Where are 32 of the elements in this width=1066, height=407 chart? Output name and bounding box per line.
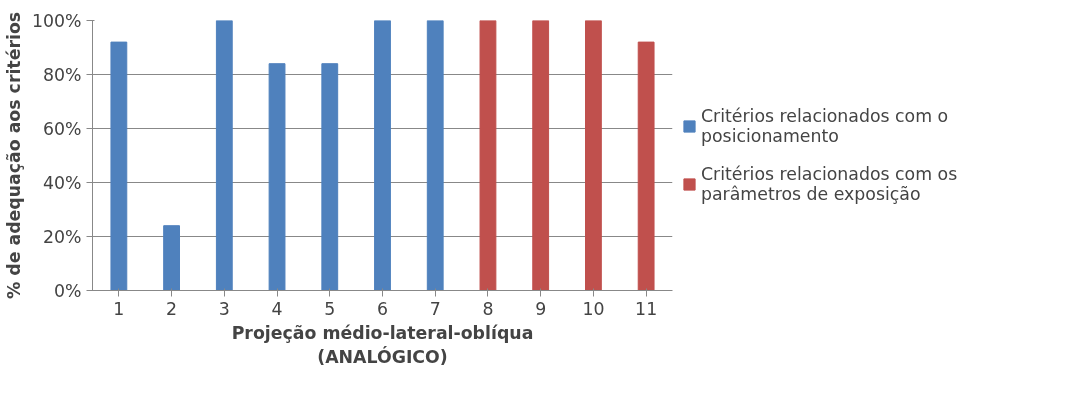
x-tick-label: 9 bbox=[535, 298, 547, 319]
x-tick-label: 6 bbox=[376, 298, 389, 319]
bar bbox=[532, 20, 550, 291]
y-tick-label: 100% bbox=[31, 10, 82, 31]
y-tick-label: 20% bbox=[42, 226, 82, 247]
bar bbox=[426, 20, 444, 291]
bar bbox=[110, 41, 128, 291]
bar bbox=[637, 41, 655, 291]
y-tick-label: 60% bbox=[42, 118, 82, 139]
x-tick-label: 3 bbox=[218, 298, 230, 319]
bar bbox=[268, 63, 286, 291]
bar bbox=[163, 225, 180, 291]
bar bbox=[585, 20, 602, 291]
x-tick-label: 4 bbox=[271, 298, 283, 319]
bar bbox=[479, 20, 497, 291]
x-tick-label: 5 bbox=[324, 298, 336, 319]
bar bbox=[374, 20, 391, 291]
bar bbox=[215, 20, 233, 291]
x-tick-label: 7 bbox=[429, 298, 441, 319]
y-axis-title: % de adequação aos critérios bbox=[3, 11, 24, 300]
legend-label: Critérios relacionados com o posicionamento bbox=[701, 106, 949, 146]
x-tick-label: 1 bbox=[113, 298, 125, 319]
bar bbox=[321, 63, 339, 291]
y-tick-label: 80% bbox=[42, 64, 82, 85]
legend-label: Critérios relacionados com os parâmetros de exposição bbox=[701, 164, 958, 204]
x-axis-title: Projeção médio-lateral-oblíqua (ANALÓGICO) bbox=[231, 322, 534, 367]
x-tick-label: 10 bbox=[582, 298, 605, 319]
y-tick-label: 0% bbox=[54, 280, 82, 301]
x-tick-label: 2 bbox=[166, 298, 178, 319]
x-tick-label: 8 bbox=[482, 298, 494, 319]
y-tick-label: 40% bbox=[42, 172, 82, 193]
x-tick-label: 11 bbox=[635, 298, 658, 319]
